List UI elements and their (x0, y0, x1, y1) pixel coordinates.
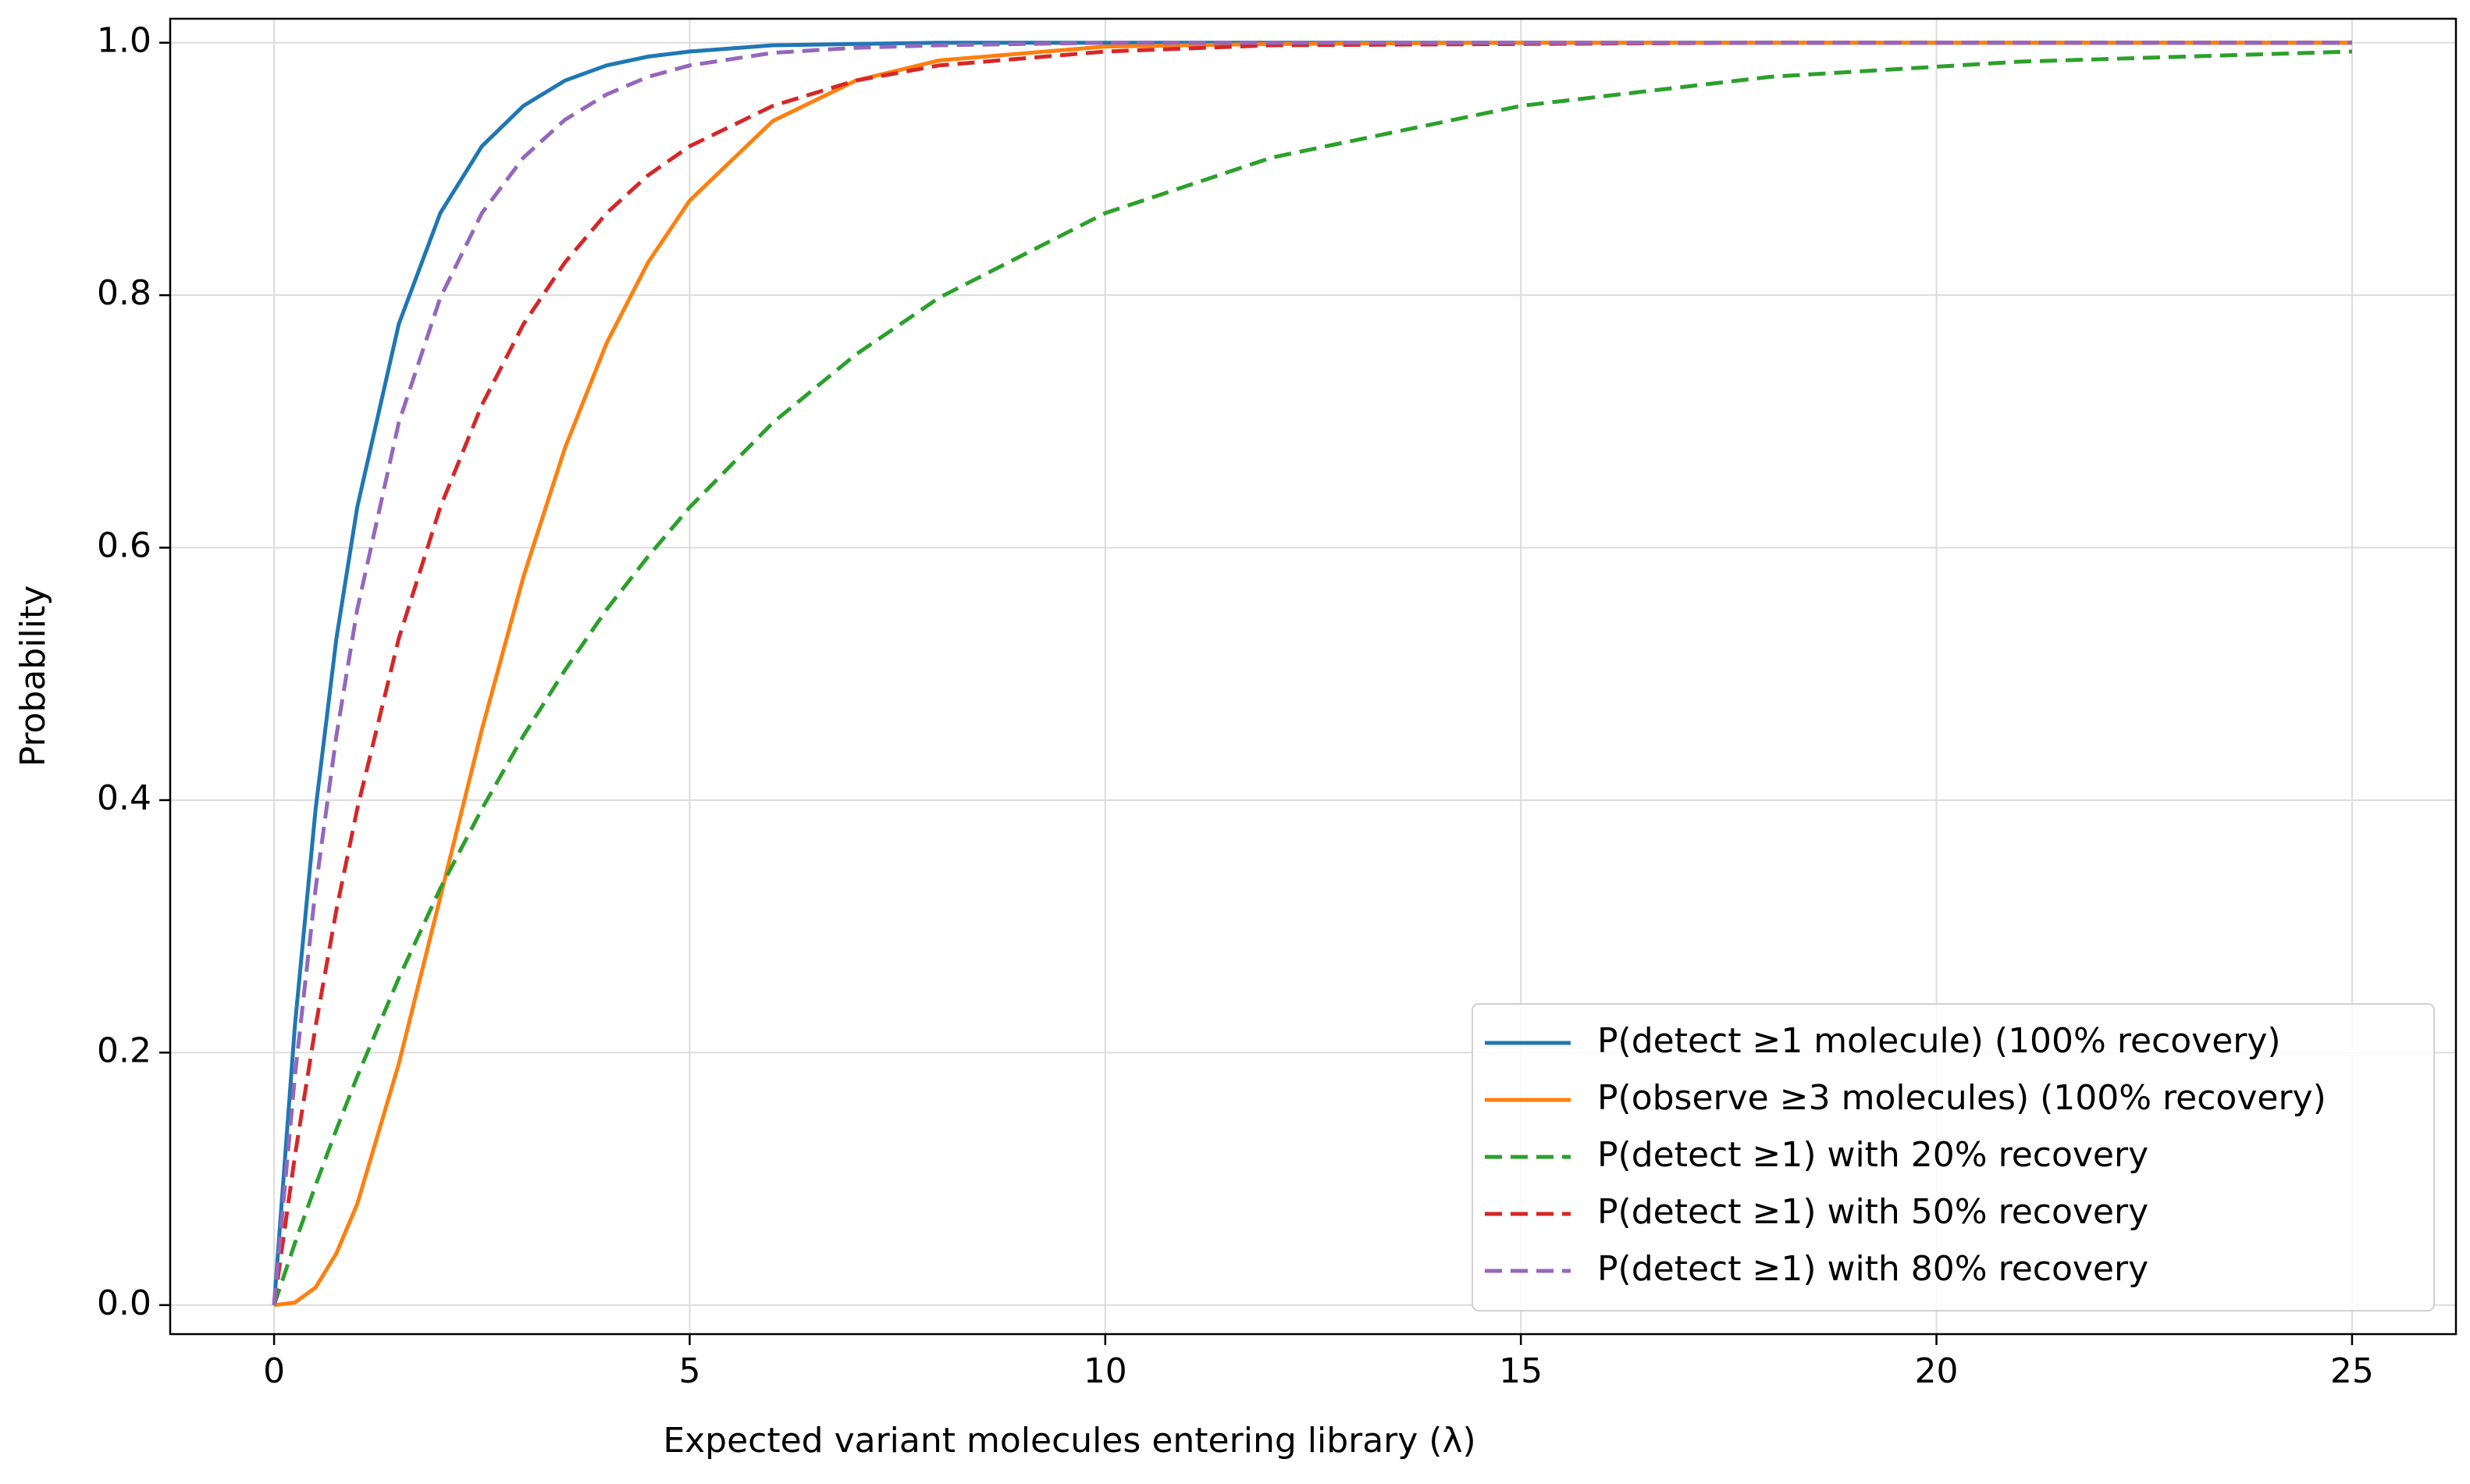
y-axis-label: Probability (13, 585, 53, 767)
legend-label: P(detect ≥1 molecule) (100% recovery) (1597, 1021, 2281, 1061)
legend-label: P(detect ≥1) with 80% recovery (1597, 1249, 2148, 1289)
legend-label: P(detect ≥1) with 20% recovery (1597, 1135, 2148, 1175)
series-line (272, 41, 2352, 1306)
plot-frame (169, 17, 2458, 1336)
series-line (272, 49, 2352, 1306)
x-tick-label: 5 (678, 1351, 700, 1391)
x-tick-label: 10 (1084, 1351, 1127, 1391)
y-tick-label: 1.0 (97, 21, 151, 61)
x-tick-label: 25 (2330, 1351, 2374, 1391)
legend-box (1472, 1003, 2435, 1311)
x-tick-label: 0 (263, 1351, 285, 1391)
x-tick-label: 15 (1499, 1351, 1543, 1391)
legend: P(detect ≥1 molecule) (100% recovery) P(o… (1472, 1003, 2435, 1311)
y-tick-label: 0.4 (97, 778, 151, 818)
y-tick-label: 0.0 (97, 1283, 151, 1323)
x-axis-label: Expected variant molecules entering libr… (663, 1421, 1475, 1461)
legend-label: P(detect ≥1) with 50% recovery (1597, 1192, 2148, 1232)
y-tick-label: 0.6 (97, 526, 151, 566)
y-tick-label: 0.8 (97, 273, 151, 313)
x-tick-label: 20 (1915, 1351, 1959, 1391)
y-tick-label: 0.2 (97, 1030, 151, 1070)
legend-label: P(observe ≥3 molecules) (100% recovery) (1597, 1078, 2326, 1118)
